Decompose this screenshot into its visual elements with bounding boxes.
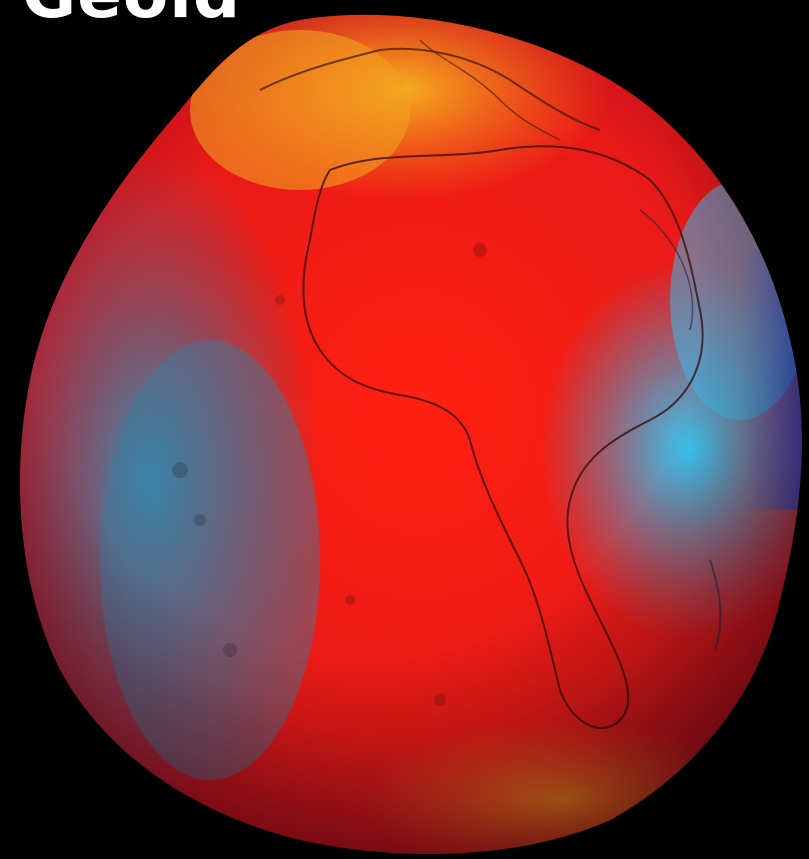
image-title: Geoid: [22, 0, 241, 28]
